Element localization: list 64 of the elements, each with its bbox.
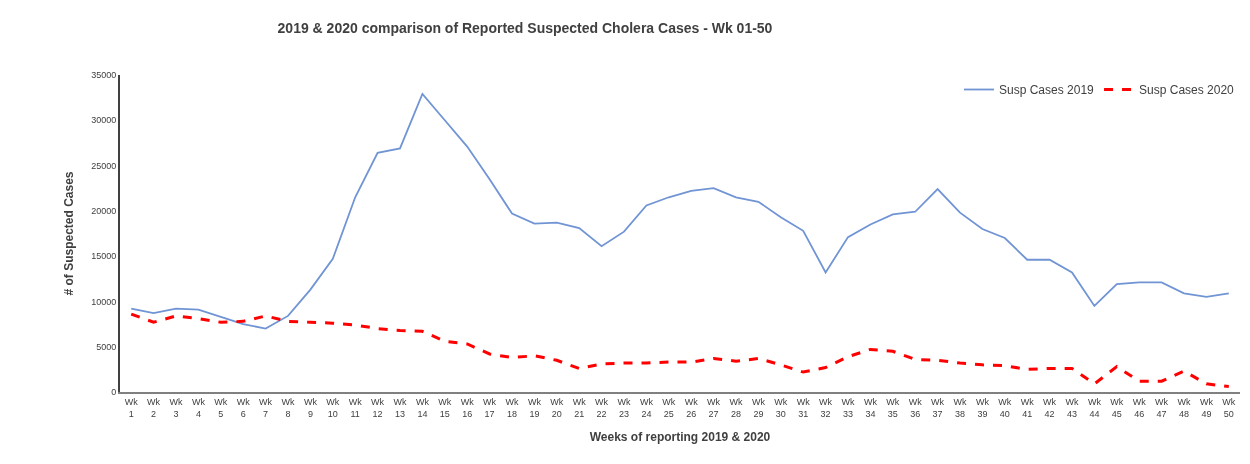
x-tick-label: Wk 4 — [191, 396, 206, 419]
x-tick-label: Wk 9 — [303, 396, 318, 419]
x-tick-label: Wk 22 — [595, 396, 609, 419]
x-tick-label: Wk 3 — [169, 396, 183, 419]
x-tick-label: Wk 34 — [863, 396, 878, 419]
x-tick-label: Wk 12 — [371, 396, 385, 419]
x-tick-label: Wk 26 — [684, 396, 699, 419]
legend-label: Susp Cases 2019 — [999, 83, 1095, 98]
x-tick-label: Wk 45 — [1110, 396, 1124, 419]
x-tick-label: Wk 40 — [998, 396, 1012, 419]
x-tick-label: Wk 38 — [953, 396, 967, 419]
x-tick-label: Wk 27 — [707, 396, 721, 419]
x-tick-label: Wk 14 — [415, 396, 430, 419]
x-tick-label: Wk 13 — [393, 396, 407, 419]
x-tick-label: Wk 8 — [281, 396, 295, 419]
x-tick-label: Wk 24 — [639, 396, 654, 419]
x-tick-label: Wk 19 — [527, 396, 542, 419]
x-tick-label: Wk 47 — [1155, 396, 1169, 419]
x-tick-label: Wk 44 — [1087, 396, 1102, 419]
x-tick-label: Wk 49 — [1199, 396, 1214, 419]
x-tick-label: Wk 7 — [259, 396, 273, 419]
y-tick-label: 0 — [111, 387, 117, 398]
x-tick-label: Wk 5 — [214, 396, 228, 419]
x-tick-label: Wk 43 — [1065, 396, 1079, 419]
x-tick-label: Wk 31 — [796, 396, 811, 419]
x-tick-label: Wk 23 — [617, 396, 631, 419]
x-tick-label: Wk 20 — [550, 396, 564, 419]
x-tick-label: Wk 29 — [751, 396, 766, 419]
x-axis-title: Weeks of reporting 2019 & 2020 — [589, 429, 771, 444]
y-axis-title: # of Suspected Cases — [61, 171, 76, 296]
chart-title: 2019 & 2020 comparison of Reported Suspected Cholera Cases - Wk 01-50 — [277, 20, 773, 36]
x-tick-label: Wk 46 — [1132, 396, 1147, 419]
y-tick-label: 5000 — [96, 341, 117, 352]
x-tick-label: Wk 2 — [147, 396, 161, 419]
x-tick-label: Wk 41 — [1020, 396, 1035, 419]
x-tick-label: Wk 11 — [348, 396, 363, 419]
x-tick-label: Wk 25 — [662, 396, 676, 419]
x-tick-label: Wk 6 — [236, 396, 251, 419]
x-tick-label: Wk 21 — [572, 396, 587, 419]
x-tick-label: Wk 50 — [1222, 396, 1236, 419]
x-tick-label: Wk 37 — [931, 396, 945, 419]
x-tick-label: Wk 18 — [505, 396, 519, 419]
x-tick-label: Wk 15 — [438, 396, 452, 419]
x-tick-label: Wk 17 — [483, 396, 497, 419]
y-tick-label: 15000 — [91, 251, 117, 262]
x-tick-label: Wk 35 — [886, 396, 900, 419]
line-series — [129, 312, 1231, 389]
y-tick-label: 25000 — [91, 160, 117, 171]
x-tick-label: Wk 28 — [729, 396, 743, 419]
legend-label: Susp Cases 2020 — [1139, 83, 1235, 98]
x-tick-label: Wk 1 — [124, 396, 139, 419]
y-tick-label: 20000 — [91, 206, 117, 217]
x-tick-label: Wk 16 — [460, 396, 475, 419]
y-tick-label: 10000 — [91, 296, 117, 307]
x-tick-label: Wk 36 — [908, 396, 923, 419]
x-tick-label: Wk 33 — [841, 396, 855, 419]
x-tick-label: Wk 30 — [774, 396, 788, 419]
x-tick-label: Wk 10 — [326, 396, 340, 419]
x-tick-label: Wk 48 — [1177, 396, 1191, 419]
x-tick-label: Wk 39 — [975, 396, 990, 419]
x-tick-label: Wk 42 — [1043, 396, 1057, 419]
x-tick-label: Wk 32 — [819, 396, 833, 419]
y-tick-label: 30000 — [91, 115, 117, 126]
y-tick-label: 35000 — [91, 70, 117, 81]
